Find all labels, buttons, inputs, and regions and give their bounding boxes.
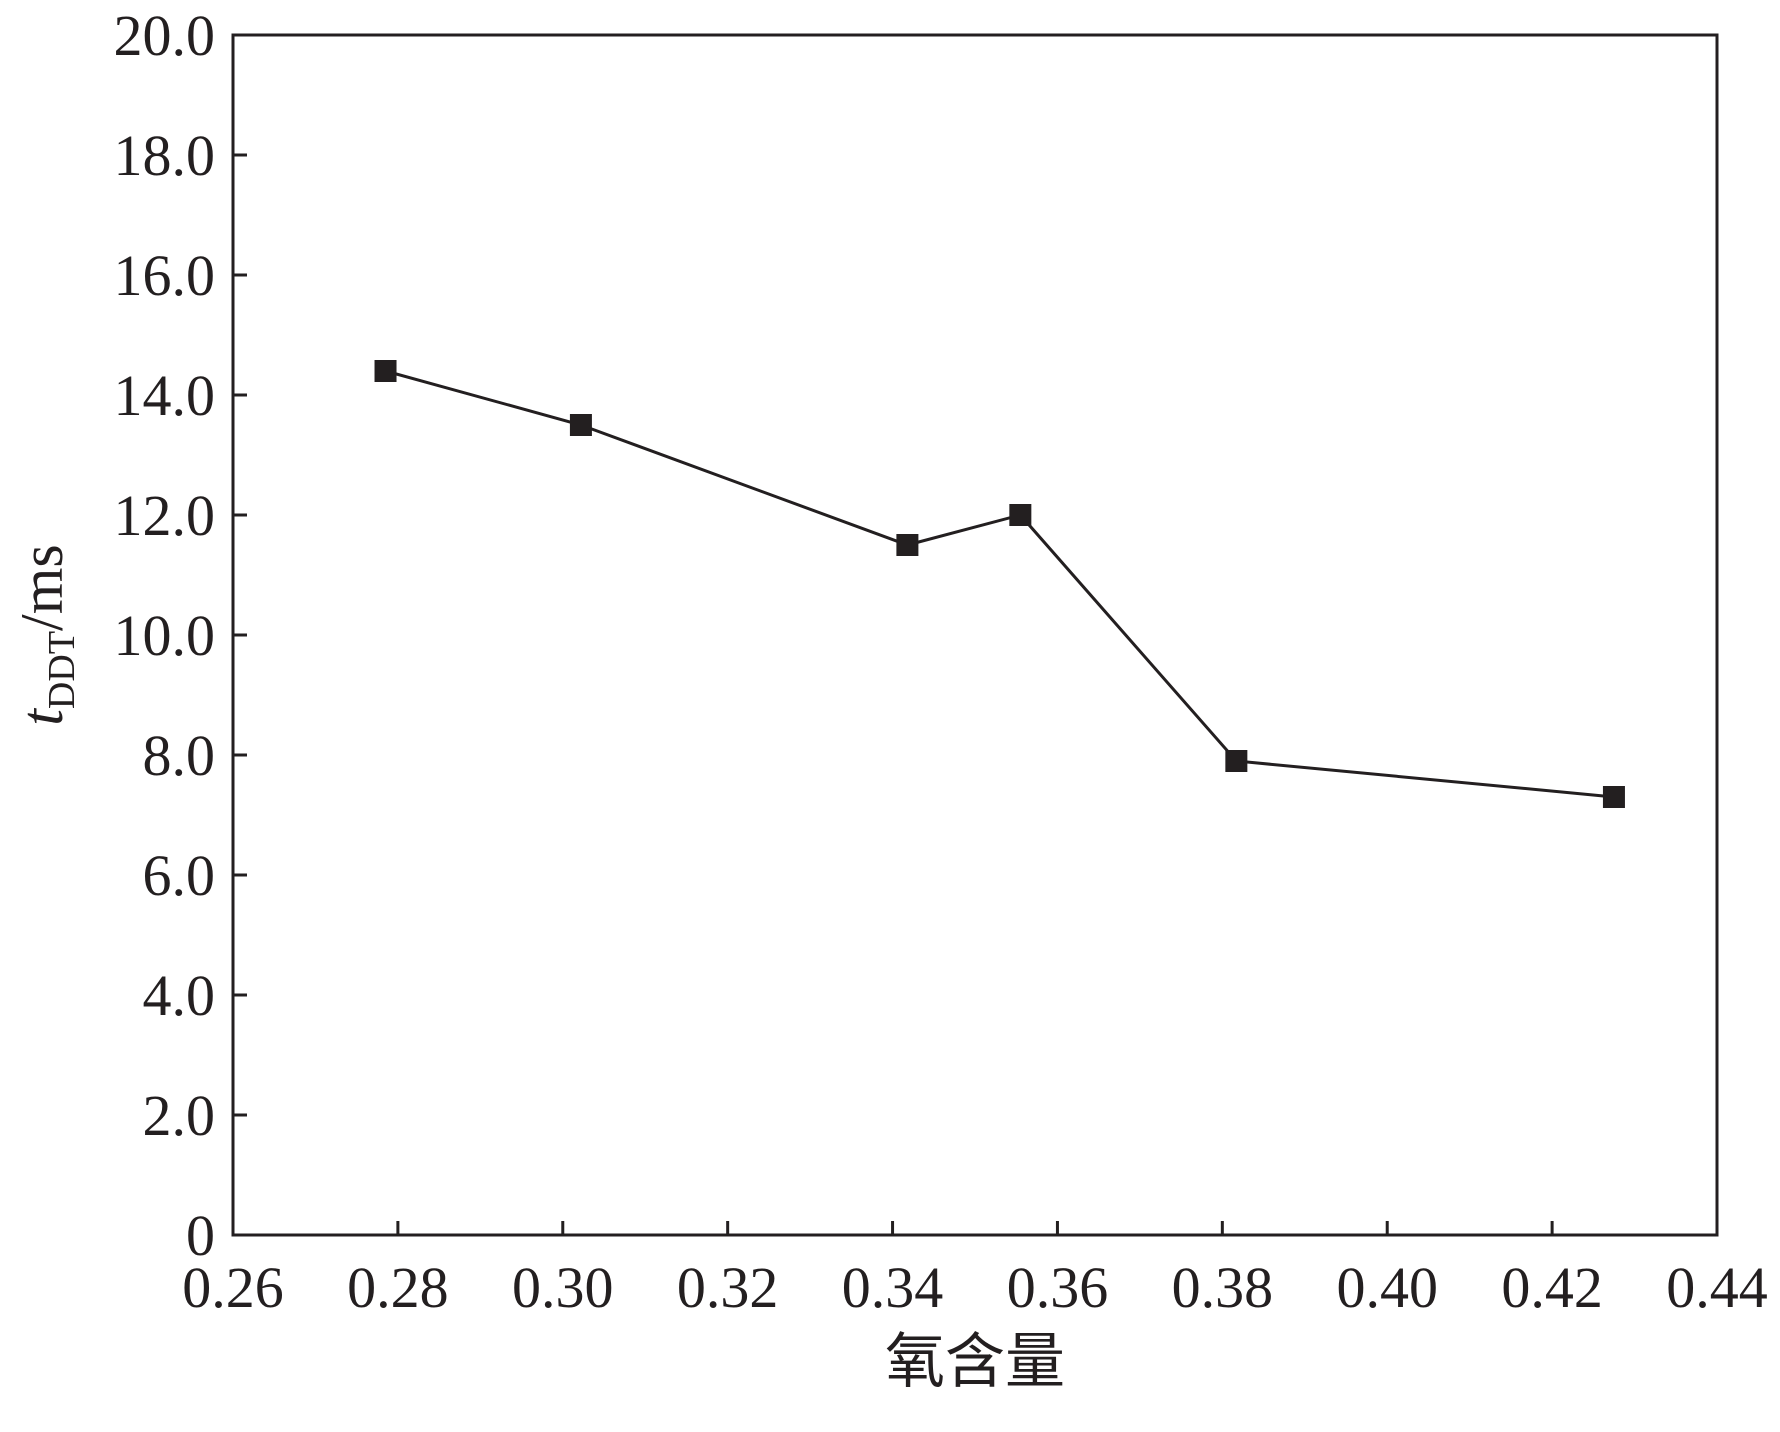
plot-frame bbox=[231, 33, 1719, 1237]
data-point-marker bbox=[569, 414, 592, 436]
data-point-marker bbox=[1009, 504, 1032, 526]
data-point-marker bbox=[1602, 786, 1625, 808]
x-tick-label: 0.32 bbox=[677, 1255, 779, 1320]
y-tick-label: 8.0 bbox=[143, 723, 216, 788]
y-axis-title-subscript: DDT bbox=[41, 631, 83, 709]
y-tick-label: 12.0 bbox=[114, 483, 216, 548]
y-tick-label: 4.0 bbox=[143, 963, 216, 1028]
data-point-marker bbox=[1225, 750, 1248, 772]
data-point-marker bbox=[896, 534, 919, 556]
x-tick-label: 0.36 bbox=[1007, 1255, 1109, 1320]
y-tick-label: 10.0 bbox=[114, 603, 216, 668]
x-axis: 0.26 0.28 0.30 0.32 0.34 0.36 0.38 0.40 0.42 0.44 bbox=[182, 1221, 1768, 1320]
x-axis-title: 氧含量 bbox=[885, 1329, 1065, 1395]
y-tick-label: 16.0 bbox=[114, 243, 216, 308]
y-axis-title-unit: /ms bbox=[9, 544, 75, 631]
y-tick-label: 18.0 bbox=[114, 123, 216, 188]
series-line bbox=[385, 369, 1615, 799]
x-tick-label: 0.30 bbox=[512, 1255, 614, 1320]
y-axis: 0 2.0 4.0 6.0 8.0 10.0 12.0 14.0 16.0 18.0 20.0 bbox=[114, 3, 247, 1268]
x-tick-label: 0.38 bbox=[1172, 1255, 1274, 1320]
y-axis-title: tDDT/ms bbox=[9, 544, 83, 725]
x-tick-label: 0.42 bbox=[1501, 1255, 1603, 1320]
x-tick-label: 0.26 bbox=[182, 1255, 284, 1320]
x-tick-label: 0.28 bbox=[347, 1255, 449, 1320]
data-point-marker bbox=[374, 360, 397, 382]
x-tick-label: 0.40 bbox=[1336, 1255, 1438, 1320]
y-tick-label: 20.0 bbox=[114, 3, 216, 68]
y-tick-label: 0 bbox=[186, 1203, 215, 1268]
y-tick-label: 14.0 bbox=[114, 363, 216, 428]
y-tick-label: 6.0 bbox=[143, 843, 216, 908]
series-layer bbox=[374, 360, 1625, 808]
x-tick-label: 0.34 bbox=[842, 1255, 944, 1320]
x-tick-label: 0.44 bbox=[1666, 1255, 1768, 1320]
y-axis-title-variable: t bbox=[9, 708, 75, 726]
y-tick-label: 2.0 bbox=[143, 1083, 216, 1148]
